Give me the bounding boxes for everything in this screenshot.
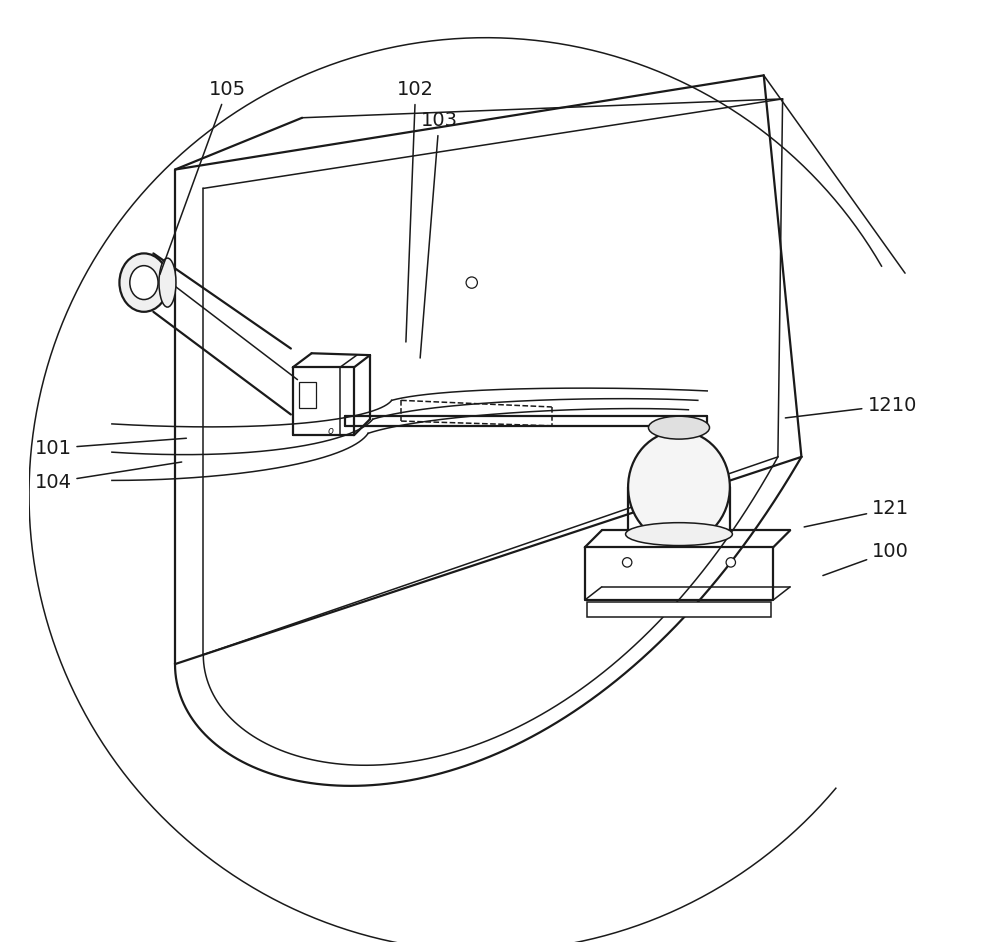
Text: 105: 105 xyxy=(160,80,246,274)
Text: 102: 102 xyxy=(397,80,434,342)
Text: 1210: 1210 xyxy=(785,396,917,418)
Text: 121: 121 xyxy=(804,499,909,527)
Text: 101: 101 xyxy=(34,438,186,458)
Ellipse shape xyxy=(628,431,730,543)
Ellipse shape xyxy=(119,253,168,312)
Ellipse shape xyxy=(626,523,732,545)
Text: 100: 100 xyxy=(823,542,909,576)
Ellipse shape xyxy=(159,258,176,307)
FancyBboxPatch shape xyxy=(299,382,316,408)
Ellipse shape xyxy=(648,416,710,439)
FancyBboxPatch shape xyxy=(587,602,771,617)
Ellipse shape xyxy=(466,277,477,288)
Ellipse shape xyxy=(130,266,158,300)
Ellipse shape xyxy=(622,558,632,567)
Text: 103: 103 xyxy=(420,111,458,358)
Text: 104: 104 xyxy=(34,462,182,492)
Ellipse shape xyxy=(726,558,736,567)
Text: o: o xyxy=(327,427,333,436)
